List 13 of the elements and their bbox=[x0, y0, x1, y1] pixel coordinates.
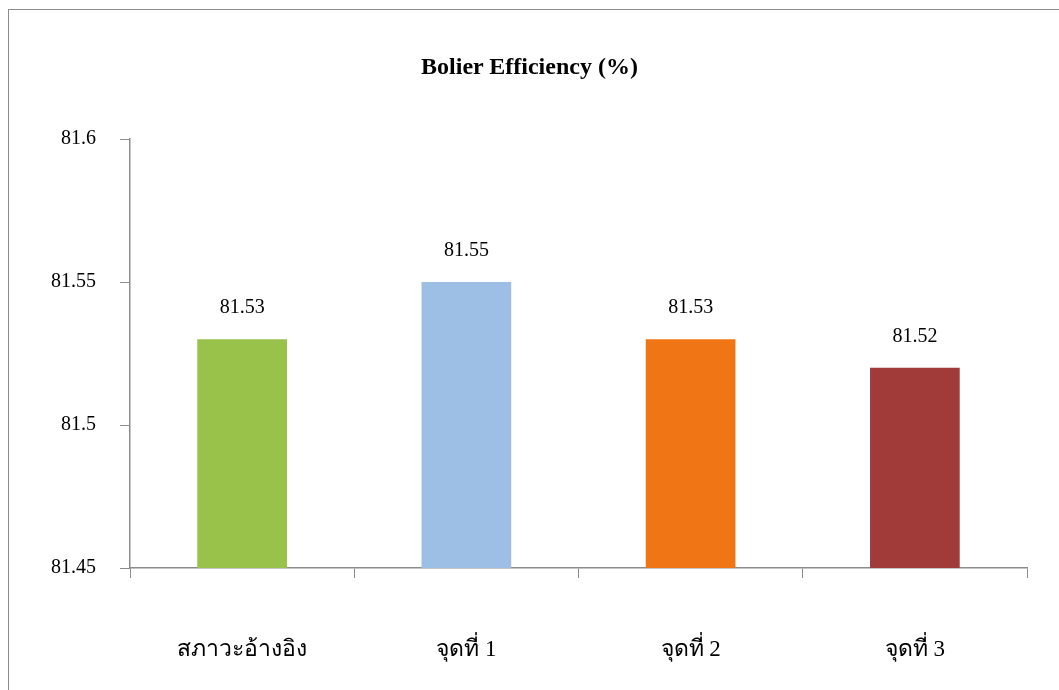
x-tick-label: จุดที่ 3 bbox=[884, 631, 945, 662]
data-label: 81.52 bbox=[892, 324, 938, 347]
data-label: 81.55 bbox=[443, 238, 489, 261]
data-label: 81.53 bbox=[219, 295, 265, 318]
x-tick-label: จุดที่ 1 bbox=[436, 631, 497, 662]
x-tick-label: จุดที่ 2 bbox=[660, 631, 721, 662]
y-tick-label: 81.5 bbox=[61, 412, 96, 435]
chart-title: Bolier Efficiency (%) bbox=[420, 53, 639, 80]
data-label: 81.53 bbox=[668, 295, 714, 318]
y-tick-label: 81.6 bbox=[61, 126, 96, 149]
y-tick-label: 81.55 bbox=[51, 269, 96, 292]
y-tick-label: 81.45 bbox=[51, 555, 96, 578]
x-tick-label: สภาวะอ้างอิง bbox=[177, 635, 308, 661]
